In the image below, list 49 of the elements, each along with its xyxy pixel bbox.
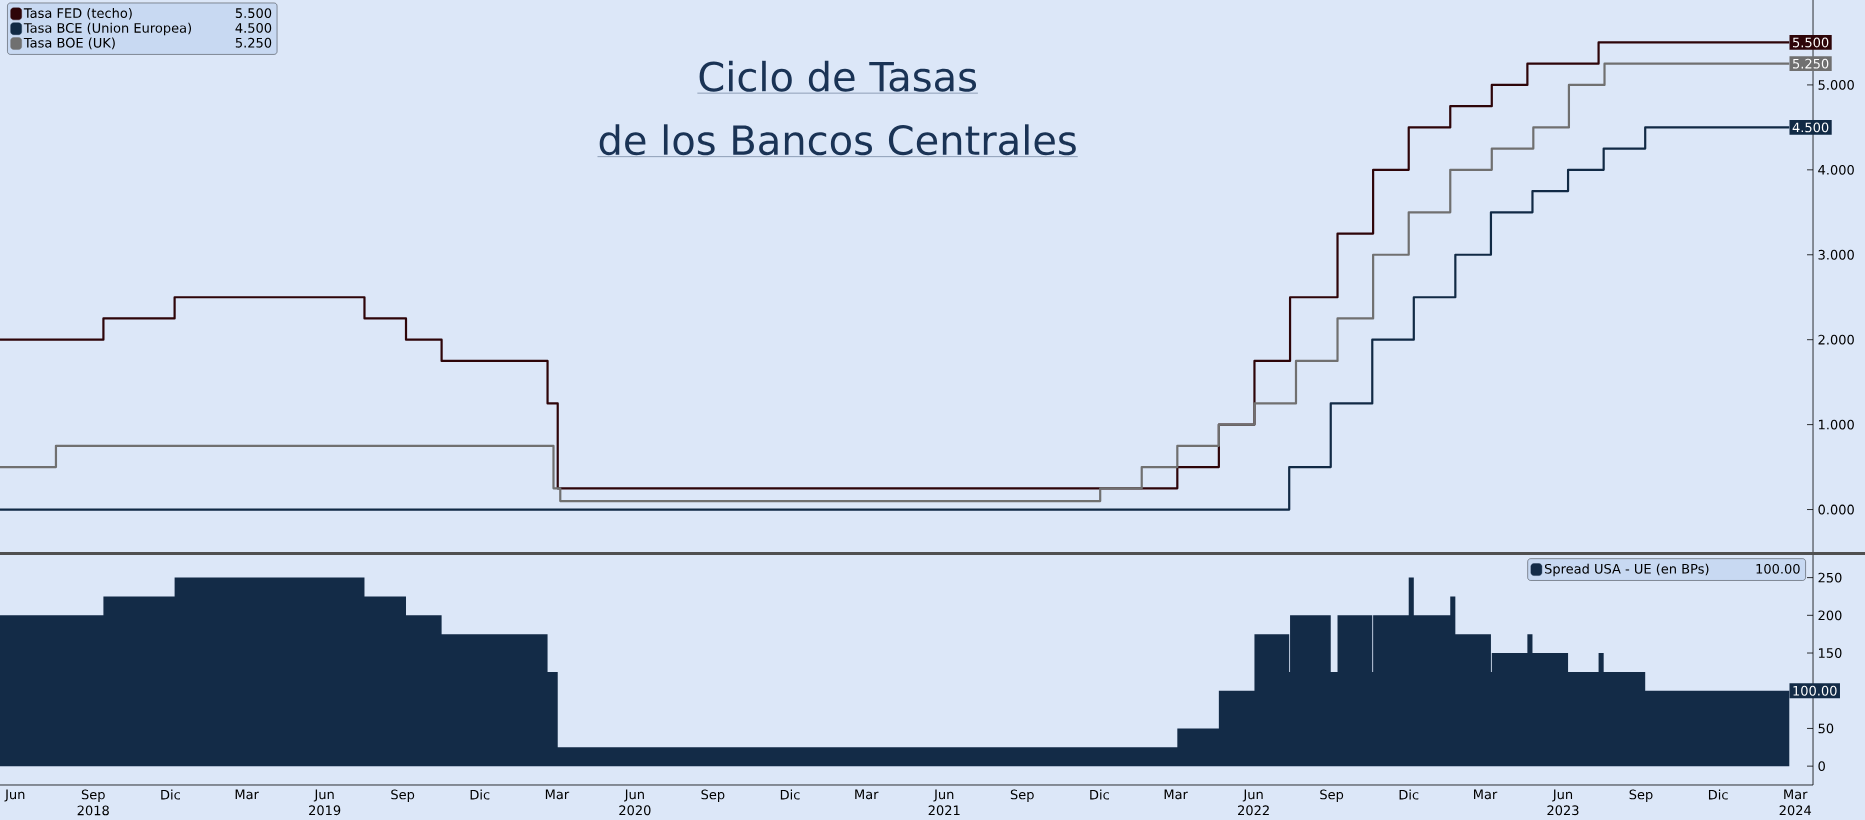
x-tick-label: Mar 2024 xyxy=(1779,789,1812,816)
legend-label: Tasa BCE (Union Europea) xyxy=(23,22,192,36)
text: 4.500 xyxy=(235,23,272,33)
x-tick-label: Jun 2022 xyxy=(1238,789,1269,816)
data-label: 4.500 xyxy=(1792,122,1829,133)
text: 100.00 xyxy=(1756,563,1800,574)
y-tick-label: 3.000 xyxy=(1818,249,1854,260)
x-tick-label: Mar xyxy=(235,789,259,800)
legend-label: Tasa FED (techo) xyxy=(23,7,132,20)
y-tick-label: 5.000 xyxy=(1818,80,1854,90)
x-tick-label: Jun 2023 xyxy=(1547,789,1579,816)
data-label: 5.250 xyxy=(1793,58,1829,69)
text: 5.250 xyxy=(235,37,272,48)
x-tick-label: Sep xyxy=(701,789,725,802)
text: Ciclo de Tasas xyxy=(699,60,977,92)
x-tick-label: Mar xyxy=(1164,789,1188,800)
text: de los Bancos Centrales xyxy=(599,124,1076,156)
data-label: 100.00 xyxy=(1793,685,1837,696)
x-tick-label: Dic xyxy=(780,789,800,800)
x-tick-label: Dic xyxy=(1090,789,1109,800)
legend-label: Spread USA - UE (en BPs) xyxy=(1544,563,1709,577)
y-tick-label: 0 xyxy=(1818,761,1825,772)
x-tick-label: Mar xyxy=(545,789,570,800)
x-tick-label: Sep xyxy=(391,789,415,802)
y-tick-label: 2.000 xyxy=(1818,334,1854,345)
x-tick-label: Sep xyxy=(1629,789,1653,802)
x-tick-label: Dic xyxy=(1399,789,1419,800)
x-tick-label: Sep xyxy=(1320,789,1344,802)
x-tick-label: Mar xyxy=(855,789,879,800)
x-tick-label: Dic xyxy=(1708,789,1728,800)
x-tick-label: Jun 2020 xyxy=(619,789,651,816)
x-tick-label: Sep xyxy=(1010,789,1034,802)
x-tick-label: Sep 2018 xyxy=(77,789,109,816)
text: 5.500 xyxy=(235,8,272,19)
x-tick-label: Dic xyxy=(161,789,180,800)
x-tick-label: Jun 2019 xyxy=(309,789,341,816)
y-tick-label: 200 xyxy=(1818,610,1842,621)
y-tick-label: 250 xyxy=(1818,572,1842,583)
y-tick-label: 1.000 xyxy=(1818,419,1854,430)
legend-label: Tasa BOE (UK) xyxy=(23,37,115,50)
data-label: 5.500 xyxy=(1793,37,1829,48)
y-tick-label: 4.000 xyxy=(1818,164,1854,175)
x-tick-label: Dic xyxy=(470,789,490,800)
y-tick-label: 150 xyxy=(1818,648,1842,658)
x-tick-label: Jun xyxy=(4,789,25,802)
y-tick-label: 50 xyxy=(1818,723,1834,734)
x-tick-label: Jun 2021 xyxy=(928,789,960,816)
x-tick-label: Mar xyxy=(1474,789,1498,800)
y-tick-label: 0.000 xyxy=(1818,504,1854,515)
